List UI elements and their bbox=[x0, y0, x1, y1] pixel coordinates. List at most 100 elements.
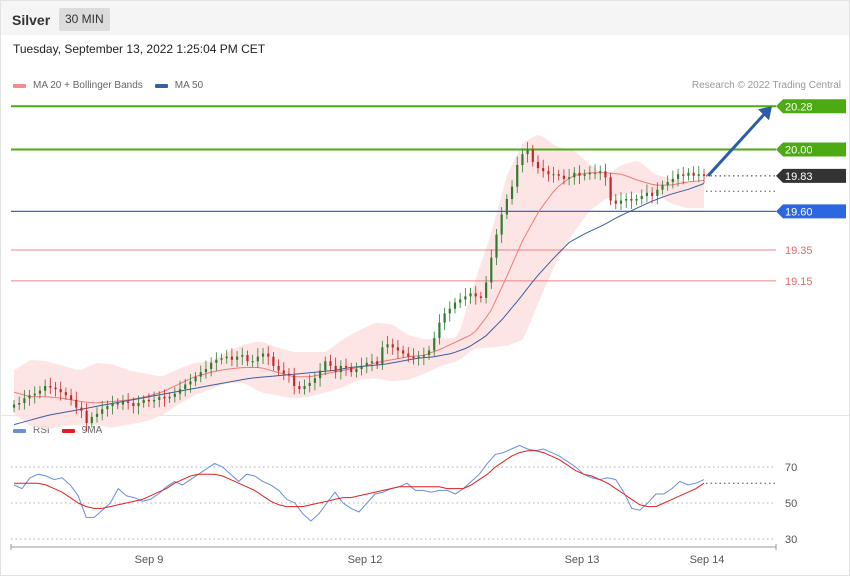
candle-body bbox=[64, 392, 67, 396]
candle-body bbox=[355, 369, 358, 373]
candle-body bbox=[313, 378, 317, 383]
candle-body bbox=[267, 353, 270, 357]
candle-body bbox=[365, 362, 368, 366]
candle-body bbox=[251, 361, 254, 363]
level-label-20.28: 20.28 bbox=[785, 101, 813, 113]
level-tag-20.28 bbox=[776, 99, 846, 114]
candle-body bbox=[490, 257, 493, 283]
candle-body bbox=[225, 356, 228, 359]
candle-body bbox=[132, 403, 135, 407]
candle-body bbox=[510, 186, 514, 199]
timeframe-button[interactable]: 30 MIN bbox=[59, 8, 110, 31]
candle-body bbox=[69, 395, 73, 400]
level-label-19.35: 19.35 bbox=[785, 245, 813, 257]
candle-body bbox=[562, 175, 566, 179]
legend-item-ma50: MA 50 bbox=[154, 79, 203, 93]
candle-body bbox=[614, 200, 617, 204]
candle-body bbox=[552, 174, 555, 176]
candle-body bbox=[568, 177, 571, 179]
candle-body bbox=[80, 407, 83, 411]
candle-body bbox=[298, 386, 301, 390]
candle-body bbox=[401, 350, 405, 354]
candle-body bbox=[173, 393, 176, 397]
candle-body bbox=[111, 403, 114, 407]
candle-body bbox=[339, 365, 342, 373]
candle-body bbox=[189, 381, 192, 385]
candle-body bbox=[697, 174, 700, 176]
candle-body bbox=[422, 355, 425, 357]
candle-body bbox=[38, 390, 42, 394]
candle-body bbox=[505, 199, 508, 215]
candle-body bbox=[640, 195, 643, 199]
candle-body bbox=[376, 361, 379, 365]
legend-item-9ma: 9MA bbox=[61, 424, 102, 438]
candle-body bbox=[303, 386, 306, 390]
candle-body bbox=[433, 338, 436, 351]
ma50-line bbox=[13, 183, 705, 426]
rsi-legend: RSI 9MA bbox=[13, 424, 114, 438]
candle-body bbox=[277, 365, 280, 371]
panel-divider bbox=[1, 415, 849, 416]
candle-body bbox=[417, 356, 420, 359]
candle-body bbox=[687, 172, 690, 176]
candle-body bbox=[516, 165, 519, 187]
candle-body bbox=[116, 403, 119, 405]
candle-body bbox=[75, 399, 78, 408]
candle-body bbox=[692, 172, 695, 176]
level-label-19.60: 19.60 bbox=[785, 206, 813, 218]
candle-body bbox=[370, 361, 374, 363]
level-label-19.83: 19.83 bbox=[785, 171, 813, 183]
candle-body bbox=[391, 344, 394, 348]
candle-body bbox=[178, 389, 182, 394]
candle-body bbox=[656, 189, 659, 196]
x-tick-label: Sep 13 bbox=[565, 554, 600, 566]
chart-timestamp: Tuesday, September 13, 2022 1:25:04 PM C… bbox=[13, 42, 266, 56]
forecast-arrow-head bbox=[758, 106, 772, 121]
legend-item-ma20: MA 20 + Bollinger Bands bbox=[13, 79, 143, 93]
legend-label-rsi: RSI bbox=[33, 425, 50, 436]
candle-body bbox=[593, 172, 597, 174]
candle-body bbox=[396, 347, 400, 351]
candle-body bbox=[147, 399, 150, 402]
candle-body bbox=[121, 401, 125, 405]
candle-body bbox=[542, 168, 545, 172]
candle-body bbox=[625, 199, 628, 201]
candle-body bbox=[500, 214, 503, 235]
x-tick-label: Sep 9 bbox=[135, 554, 164, 566]
candle-body bbox=[308, 382, 311, 386]
candle-body bbox=[619, 200, 623, 204]
candle-body bbox=[547, 171, 550, 175]
candle-body bbox=[412, 356, 415, 359]
level-tag-19.60 bbox=[776, 204, 846, 219]
candle-body bbox=[453, 302, 457, 309]
candle-body bbox=[344, 365, 348, 368]
candle-body bbox=[630, 199, 633, 201]
candle-body bbox=[85, 410, 88, 424]
candle-body bbox=[90, 416, 93, 424]
candle-body bbox=[12, 404, 16, 408]
candle-body bbox=[256, 356, 259, 362]
candle-body bbox=[676, 174, 680, 179]
candle-body bbox=[163, 396, 166, 399]
legend-swatch-9ma bbox=[61, 429, 75, 433]
candle-body bbox=[230, 356, 233, 360]
candle-body bbox=[23, 398, 26, 403]
candle-body bbox=[59, 389, 62, 393]
candle-body bbox=[152, 399, 156, 402]
candle-body bbox=[33, 393, 36, 396]
candle-body bbox=[127, 401, 130, 403]
candle-body bbox=[531, 149, 534, 162]
candle-body bbox=[495, 234, 498, 258]
candle-body bbox=[101, 409, 104, 414]
candle-body bbox=[49, 386, 52, 388]
candle-body bbox=[241, 355, 244, 357]
candle-body bbox=[682, 174, 685, 176]
rsi-tick-label: 70 bbox=[785, 462, 797, 474]
instrument-name: Silver bbox=[12, 12, 51, 28]
candle-body bbox=[220, 358, 223, 360]
candle-body bbox=[645, 192, 649, 196]
level-label-19.15: 19.15 bbox=[785, 276, 813, 288]
candle-body bbox=[137, 403, 140, 407]
x-tick-label: Sep 12 bbox=[348, 554, 383, 566]
candle-body bbox=[661, 185, 664, 190]
